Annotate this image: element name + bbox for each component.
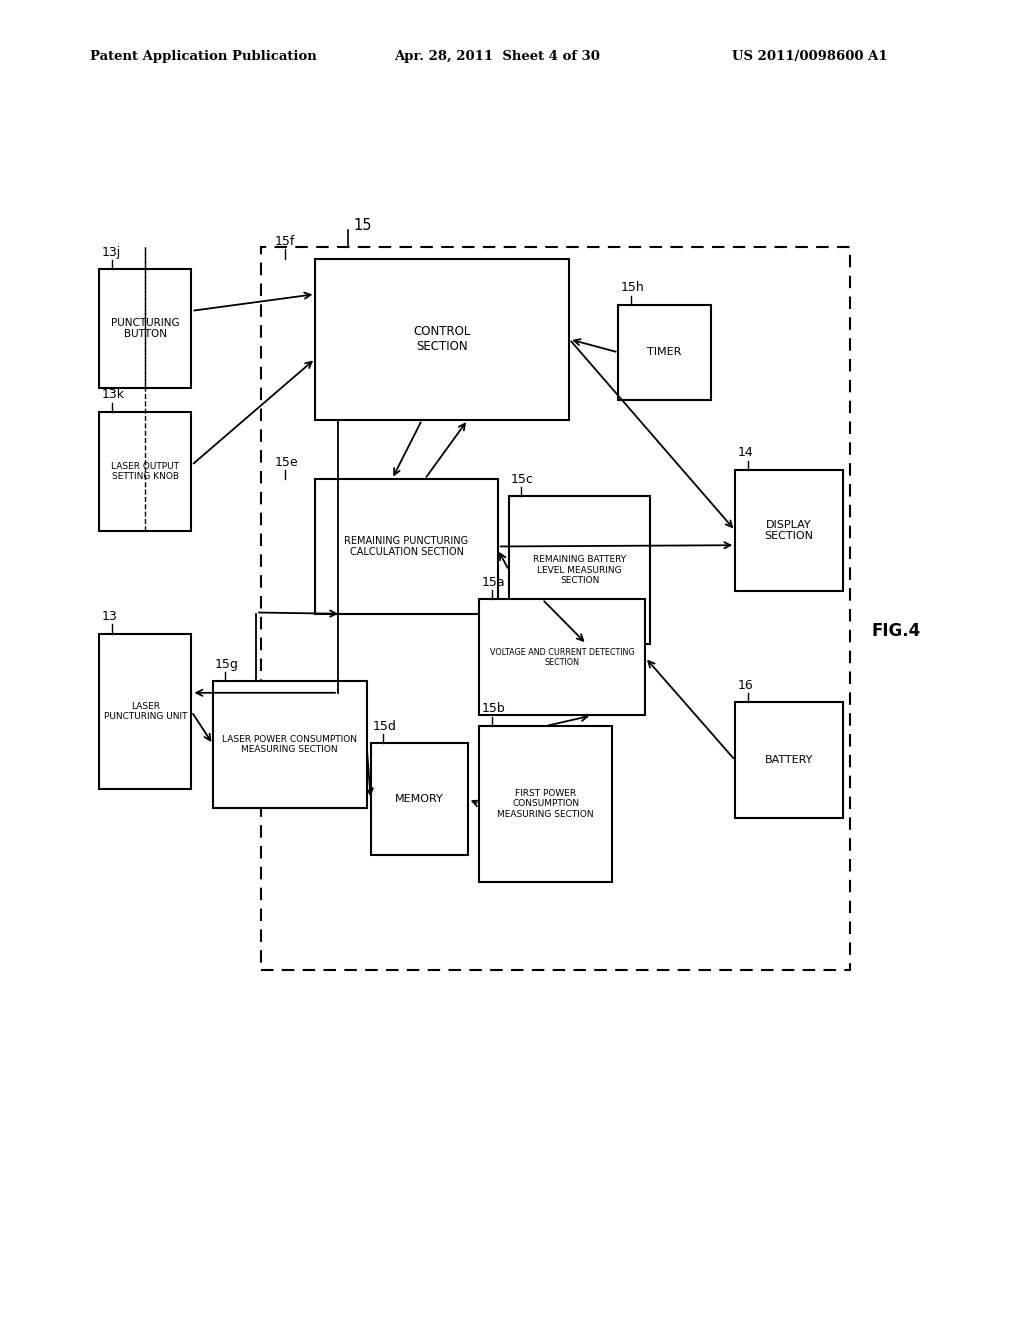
- Text: 16: 16: [737, 678, 753, 692]
- Bar: [735, 702, 843, 818]
- Text: 13k: 13k: [101, 388, 124, 401]
- Text: 13j: 13j: [101, 246, 121, 259]
- Text: FIG.4: FIG.4: [871, 622, 921, 640]
- Bar: [99, 412, 191, 531]
- Text: 15a: 15a: [481, 576, 505, 589]
- Text: 15f: 15f: [274, 235, 295, 248]
- Text: 14: 14: [737, 446, 753, 459]
- Text: 15b: 15b: [481, 702, 505, 715]
- Text: 15h: 15h: [621, 281, 644, 294]
- Bar: [509, 496, 650, 644]
- Text: REMAINING BATTERY
LEVEL MEASURING
SECTION: REMAINING BATTERY LEVEL MEASURING SECTIO…: [534, 556, 626, 585]
- Text: BATTERY: BATTERY: [765, 755, 813, 766]
- Bar: [213, 681, 367, 808]
- Bar: [315, 259, 569, 420]
- Text: FIRST POWER
CONSUMPTION
MEASURING SECTION: FIRST POWER CONSUMPTION MEASURING SECTIO…: [498, 789, 594, 818]
- Text: Apr. 28, 2011  Sheet 4 of 30: Apr. 28, 2011 Sheet 4 of 30: [394, 50, 600, 63]
- Text: LASER OUTPUT
SETTING KNOB: LASER OUTPUT SETTING KNOB: [112, 462, 179, 480]
- Bar: [261, 247, 850, 970]
- Text: 15g: 15g: [215, 657, 239, 671]
- Bar: [99, 269, 191, 388]
- Bar: [735, 470, 843, 591]
- Text: TIMER: TIMER: [647, 347, 682, 358]
- Text: LASER
PUNCTURING UNIT: LASER PUNCTURING UNIT: [103, 702, 187, 721]
- Text: CONTROL
SECTION: CONTROL SECTION: [414, 325, 471, 354]
- Text: Patent Application Publication: Patent Application Publication: [90, 50, 316, 63]
- Text: DISPLAY
SECTION: DISPLAY SECTION: [765, 520, 813, 541]
- Bar: [618, 305, 711, 400]
- Bar: [315, 479, 498, 614]
- Text: REMAINING PUNCTURING
CALCULATION SECTION: REMAINING PUNCTURING CALCULATION SECTION: [344, 536, 469, 557]
- Text: VOLTAGE AND CURRENT DETECTING
SECTION: VOLTAGE AND CURRENT DETECTING SECTION: [489, 648, 635, 667]
- Text: MEMORY: MEMORY: [395, 795, 443, 804]
- Text: 13: 13: [101, 610, 117, 623]
- Text: 15: 15: [353, 218, 372, 232]
- Bar: [99, 634, 191, 789]
- Text: 15e: 15e: [274, 455, 298, 469]
- Text: US 2011/0098600 A1: US 2011/0098600 A1: [732, 50, 888, 63]
- Text: PUNCTURING
BUTTON: PUNCTURING BUTTON: [111, 318, 180, 339]
- Text: LASER POWER CONSUMPTION
MEASURING SECTION: LASER POWER CONSUMPTION MEASURING SECTIO…: [222, 735, 357, 754]
- Text: 15d: 15d: [373, 719, 396, 733]
- Bar: [371, 743, 468, 855]
- Bar: [479, 726, 612, 882]
- Text: 15c: 15c: [511, 473, 534, 486]
- Bar: [479, 599, 645, 715]
